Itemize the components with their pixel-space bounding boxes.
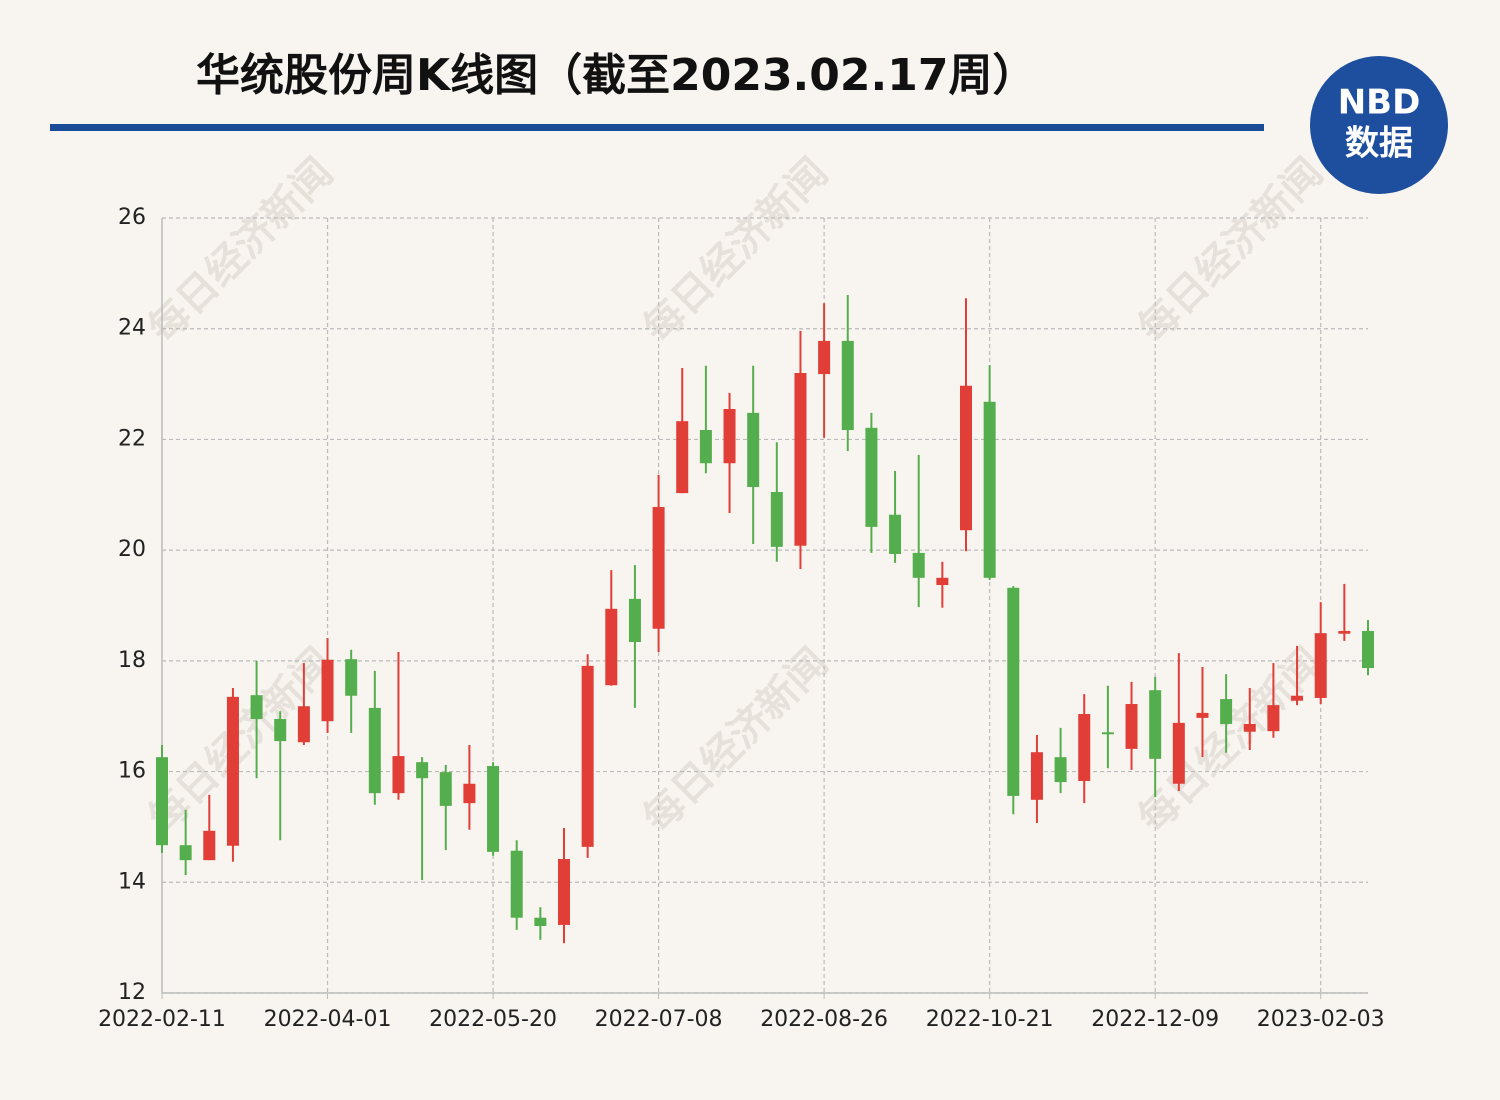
candle-body: [1125, 704, 1138, 749]
candle-body: [416, 762, 429, 779]
candle-body: [392, 756, 405, 794]
candle-body: [747, 412, 760, 488]
candle-body: [841, 340, 854, 431]
candle-body: [274, 718, 287, 742]
candle-body: [960, 385, 972, 531]
y-tick-label: 16: [118, 759, 146, 784]
y-tick-label: 18: [118, 648, 146, 673]
candle-body: [912, 552, 925, 578]
candle-body: [534, 917, 547, 927]
x-tick-label: 2022-08-26: [760, 1007, 888, 1032]
logo: NBD 数据: [1310, 56, 1448, 194]
candle-body: [463, 783, 476, 804]
candle-body: [345, 659, 358, 696]
candle-body: [818, 340, 831, 375]
candle-body: [723, 408, 736, 464]
y-tick-label: 14: [118, 869, 146, 894]
x-tick-label: 2022-07-08: [595, 1007, 723, 1032]
y-tick-label: 20: [118, 537, 146, 562]
candle-body: [1362, 630, 1374, 669]
candle-body: [628, 598, 641, 643]
candle-body: [156, 757, 168, 846]
candle-body: [203, 830, 216, 861]
candle-body: [770, 492, 783, 547]
candle-body: [1291, 695, 1304, 701]
candle-body: [1030, 752, 1043, 800]
candle-body: [699, 430, 712, 464]
y-tick-label: 12: [118, 980, 146, 1005]
candle-body: [297, 706, 310, 743]
title-rule: [50, 124, 1264, 131]
candle-body: [1196, 712, 1209, 718]
chart-title: 华统股份周K线图（截至2023.02.17周）: [196, 50, 1036, 101]
candle-body: [936, 577, 949, 586]
candle-body: [250, 695, 263, 719]
candle-body: [652, 506, 665, 629]
candle-body: [983, 401, 996, 578]
candle-body: [558, 859, 570, 925]
y-tick-label: 22: [118, 426, 146, 451]
x-tick-label: 2023-02-03: [1257, 1007, 1385, 1032]
candle-body: [1149, 690, 1162, 759]
candle-body: [1101, 732, 1114, 735]
candle-body: [487, 766, 500, 852]
y-tick-label: 24: [118, 316, 146, 341]
candle-body: [368, 707, 381, 794]
candle-body: [1054, 757, 1067, 783]
candle-body: [865, 427, 878, 527]
x-tick-label: 2022-05-20: [429, 1007, 557, 1032]
x-tick-label: 2022-02-11: [98, 1007, 226, 1032]
candle-body: [581, 665, 594, 847]
candle-body: [605, 608, 618, 686]
y-tick-label: 26: [118, 205, 146, 230]
x-tick-label: 2022-12-09: [1091, 1007, 1219, 1032]
candle-body: [1338, 630, 1351, 634]
x-tick-label: 2022-04-01: [264, 1007, 392, 1032]
candle-body: [1243, 723, 1256, 732]
candle-body: [510, 850, 523, 918]
candle-body: [321, 659, 334, 722]
logo-top: NBD: [1338, 83, 1421, 123]
logo-circle: [1310, 56, 1448, 194]
logo-bottom: 数据: [1345, 124, 1413, 164]
candle-body: [1078, 714, 1091, 781]
candle-body: [1007, 587, 1020, 796]
candle-body: [1172, 722, 1185, 784]
candle-body: [439, 772, 452, 806]
candle-body: [1314, 633, 1327, 698]
candle-body: [1220, 699, 1233, 724]
candle-body: [794, 373, 807, 546]
candle-body: [676, 421, 689, 494]
candle-body: [1267, 705, 1280, 732]
candle-body: [179, 845, 192, 861]
candle-body: [889, 514, 902, 555]
candle-body: [226, 696, 239, 846]
x-tick-label: 2022-10-21: [926, 1007, 1054, 1032]
